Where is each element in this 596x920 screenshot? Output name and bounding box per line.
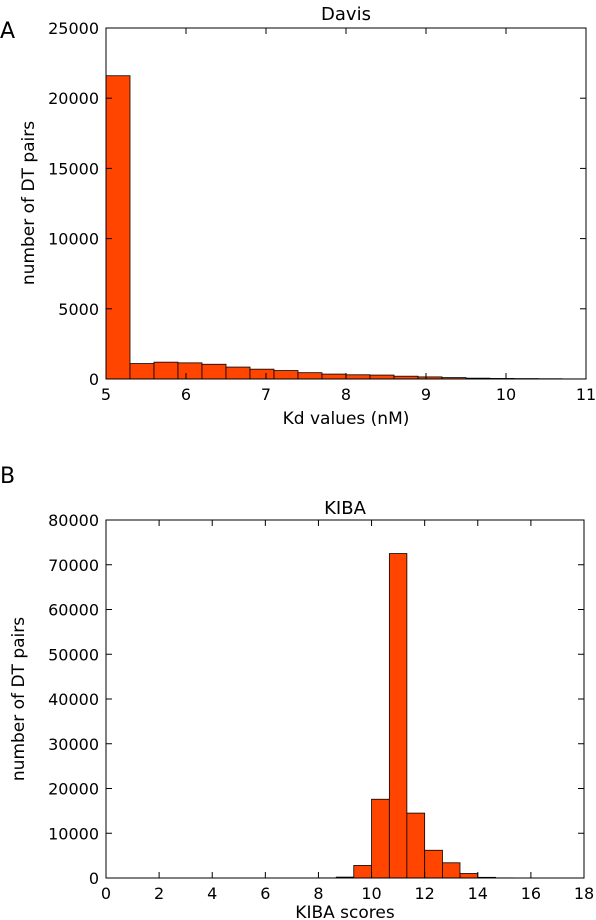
kiba-x-tick-label: 2	[154, 884, 164, 903]
davis-y-tick-label: 0	[89, 370, 99, 389]
kiba-x-tick-label: 6	[260, 884, 270, 903]
davis-bar	[273, 370, 299, 380]
davis-bar	[129, 363, 155, 380]
davis-plot-frame	[105, 27, 587, 380]
davis-bar	[321, 373, 347, 380]
kiba-ticks: 0 2 4 6 8 10 12 14 16 18 0 10000 20000 30000 40000 5000…	[48, 511, 594, 903]
davis-y-tick-label: 10000	[48, 230, 99, 249]
davis-y-tick-label: 20000	[48, 89, 99, 108]
panel-label-b: B	[0, 464, 15, 489]
kiba-bar	[459, 873, 479, 879]
kiba-bar	[388, 553, 408, 879]
davis-chart-title: Davis	[321, 4, 371, 25]
davis-bar	[105, 75, 131, 380]
kiba-bar	[353, 865, 372, 879]
davis-bar	[201, 363, 227, 380]
davis-bar	[369, 374, 395, 380]
davis-bars	[105, 75, 587, 380]
kiba-y-axis-label: number of DT pairs	[9, 617, 29, 781]
davis-x-tick-label: 7	[261, 385, 271, 404]
kiba-y-tick-label: 30000	[48, 735, 99, 754]
davis-x-tick-label: 10	[496, 385, 516, 404]
kiba-y-tick-label: 0	[89, 869, 99, 888]
kiba-y-tick-label: 10000	[48, 824, 99, 843]
davis-bar	[225, 366, 251, 380]
kiba-bar	[442, 862, 461, 879]
kiba-x-axis-label: KIBA scores	[295, 903, 395, 920]
davis-histogram: A Davis 5 6 7 8 9 10 11 0 5000 10000 15000 20000 250…	[0, 4, 596, 429]
kiba-plot-frame	[105, 519, 585, 879]
davis-x-tick-label: 9	[421, 385, 431, 404]
kiba-y-tick-label: 80000	[48, 511, 99, 530]
kiba-y-tick-label: 70000	[48, 556, 99, 575]
kiba-x-tick-label: 14	[468, 884, 488, 903]
kiba-x-tick-label: 4	[207, 884, 217, 903]
kiba-x-tick-label: 10	[361, 884, 381, 903]
kiba-histogram: B KIBA 0 2 4 6 8 10 12 14 16 18 0 10000 20000 30000 40…	[0, 464, 594, 920]
kiba-y-tick-label: 60000	[48, 601, 99, 620]
davis-bar	[297, 372, 323, 380]
kiba-x-tick-label: 0	[101, 884, 111, 903]
davis-y-tick-label: 25000	[48, 19, 99, 38]
davis-y-tick-label: 5000	[58, 300, 99, 319]
kiba-x-tick-label: 8	[313, 884, 323, 903]
kiba-bars	[318, 553, 514, 879]
panel-label-a: A	[0, 19, 15, 44]
davis-bar	[345, 374, 371, 380]
kiba-x-tick-label: 16	[521, 884, 541, 903]
davis-bar	[249, 368, 275, 380]
davis-x-tick-label: 5	[101, 385, 111, 404]
davis-y-axis-label: number of DT pairs	[19, 121, 39, 285]
kiba-bar	[424, 849, 443, 879]
davis-x-tick-label: 11	[576, 385, 596, 404]
davis-y-tick-label: 15000	[48, 159, 99, 178]
kiba-x-tick-label: 18	[574, 884, 594, 903]
kiba-y-tick-label: 20000	[48, 780, 99, 799]
davis-x-tick-label: 8	[341, 385, 351, 404]
davis-ticks: 5 6 7 8 9 10 11 0 5000 10000 15000 20000 25000	[48, 19, 596, 404]
kiba-bar	[371, 798, 390, 879]
kiba-y-tick-label: 40000	[48, 690, 99, 709]
davis-x-tick-label: 6	[181, 385, 191, 404]
davis-bar	[177, 362, 203, 380]
davis-bar	[153, 361, 179, 380]
kiba-chart-title: KIBA	[324, 498, 366, 519]
davis-x-axis-label: Kd values (nM)	[283, 409, 410, 429]
kiba-bar	[406, 812, 426, 879]
kiba-y-tick-label: 50000	[48, 645, 99, 664]
kiba-x-tick-label: 12	[414, 884, 434, 903]
